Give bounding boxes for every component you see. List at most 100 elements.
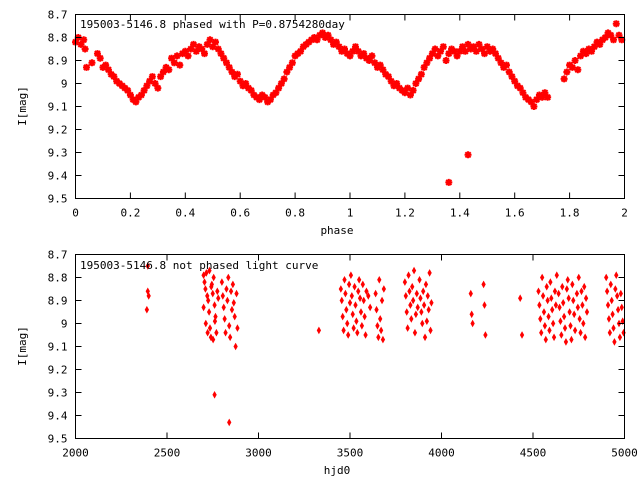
unphased-data-point (544, 282, 549, 291)
unphased-y-tick-label: 8.7 (48, 249, 68, 262)
phased-data-point (505, 68, 513, 76)
phased-data-point (187, 45, 195, 53)
phased-data-point (220, 54, 228, 62)
unphased-data-point (552, 287, 558, 296)
unphased-data-point (620, 317, 625, 326)
unphased-y-tick-label: 8.9 (48, 295, 68, 308)
phased-data-point (170, 59, 178, 67)
unphased-data-point (565, 275, 570, 284)
phased-data-point (508, 73, 516, 81)
unphased-data-point (562, 324, 568, 332)
phased-data-point (459, 43, 467, 51)
phased-data-point (483, 43, 491, 51)
phased-data-point (96, 54, 104, 62)
unphased-data-point (351, 324, 356, 332)
unphased-data-point (235, 324, 240, 332)
phased-data-point (615, 31, 623, 39)
phased-data-point (368, 52, 376, 60)
unphased-data-point (359, 321, 365, 330)
unphased-data-point (413, 310, 419, 319)
phased-data-point (568, 63, 576, 71)
phased-data-point (442, 57, 450, 64)
unphased-data-point (403, 292, 408, 300)
phased-data-point (453, 52, 461, 60)
unphased-data-point (429, 298, 434, 307)
unphased-data-point (420, 319, 425, 328)
unphased-data-point (540, 292, 546, 300)
unphased-y-axis: 8.7 8.8 8.9 9 9.1 9.2 9.3 9.4 9.5 (48, 249, 625, 446)
unphased-data-point (519, 331, 525, 339)
unphased-data-point (357, 294, 363, 303)
phased-y-tick-label: 9.4 (48, 170, 68, 183)
phased-x-tick-label: 0 (72, 207, 79, 220)
unphased-x-tick-label: 3000 (245, 447, 272, 460)
phased-data-point (143, 82, 151, 90)
phased-data-point (354, 47, 362, 55)
unphased-data-point (353, 301, 358, 309)
phased-y-axis: 8.7 8.8 8.9 9 9.1 9.2 9.3 9.4 9.5 (48, 9, 625, 206)
phased-data-point (437, 47, 445, 55)
phased-data-point (277, 80, 285, 87)
unphased-data-point (617, 333, 623, 342)
unphased-data-point (339, 296, 344, 305)
unphased-data-point (426, 305, 431, 314)
unphased-data-point (221, 303, 226, 312)
phased-data-point (159, 68, 167, 76)
unphased-data-point (482, 301, 487, 309)
phased-data-point (481, 50, 489, 58)
phased-y-tick-label: 9.1 (48, 101, 68, 114)
unphased-data-point (212, 390, 217, 399)
unphased-data-point (204, 269, 209, 277)
unphased-data-point (572, 326, 578, 335)
phased-data-point (319, 29, 327, 37)
unphased-data-point (374, 305, 379, 314)
unphased-data-point (356, 287, 361, 296)
unphased-data-point (611, 324, 616, 332)
unphased-data-point (421, 287, 426, 296)
unphased-data-point (207, 324, 213, 332)
unphased-data-point (378, 326, 384, 335)
phased-data-point (242, 80, 250, 87)
unphased-data-point (470, 319, 475, 328)
unphased-x-tick-label: 3500 (337, 447, 364, 460)
unphased-data-point (580, 301, 585, 309)
unphased-data-point (421, 301, 427, 309)
unphased-data-point (613, 285, 618, 293)
unphased-data-point (145, 262, 150, 270)
unphased-data-point (582, 282, 587, 291)
unphased-data-point (469, 310, 474, 319)
unphased-data-point (571, 296, 576, 305)
phased-data-point (464, 151, 472, 159)
unphased-x-axis-label: hjd0 (324, 464, 351, 477)
unphased-data-point (468, 289, 473, 298)
unphased-data-point (428, 326, 433, 335)
phased-data-point (124, 86, 132, 94)
unphased-data-point (367, 303, 373, 312)
unphased-data-point (340, 312, 345, 321)
unphased-data-point (554, 271, 559, 280)
unphased-x-tick-label: 2500 (154, 447, 181, 460)
unphased-data-point (558, 317, 563, 326)
unphased-data-point (425, 292, 430, 300)
phased-data-point (137, 91, 145, 99)
phased-data-point (165, 66, 173, 74)
phased-data-point (327, 36, 335, 44)
phased-data-point (574, 66, 582, 74)
unphased-data-point (414, 289, 419, 298)
phased-data-point (618, 36, 626, 44)
unphased-data-point (208, 333, 214, 342)
unphased-chart-title: 195003-5146.8 not phased light curve (80, 259, 318, 272)
unphased-data-point (349, 292, 354, 300)
unphased-data-point (347, 298, 353, 307)
unphased-data-point (578, 328, 583, 337)
unphased-data-point (364, 287, 369, 296)
unphased-data-point (427, 269, 432, 277)
unphased-x-tick-label: 4000 (428, 447, 455, 460)
phased-data-point (341, 45, 349, 53)
phased-data-point (516, 84, 524, 92)
unphased-data-point (344, 305, 349, 314)
unphased-data-point (231, 298, 236, 307)
unphased-data-point (583, 294, 589, 303)
phased-data-point (102, 61, 110, 69)
